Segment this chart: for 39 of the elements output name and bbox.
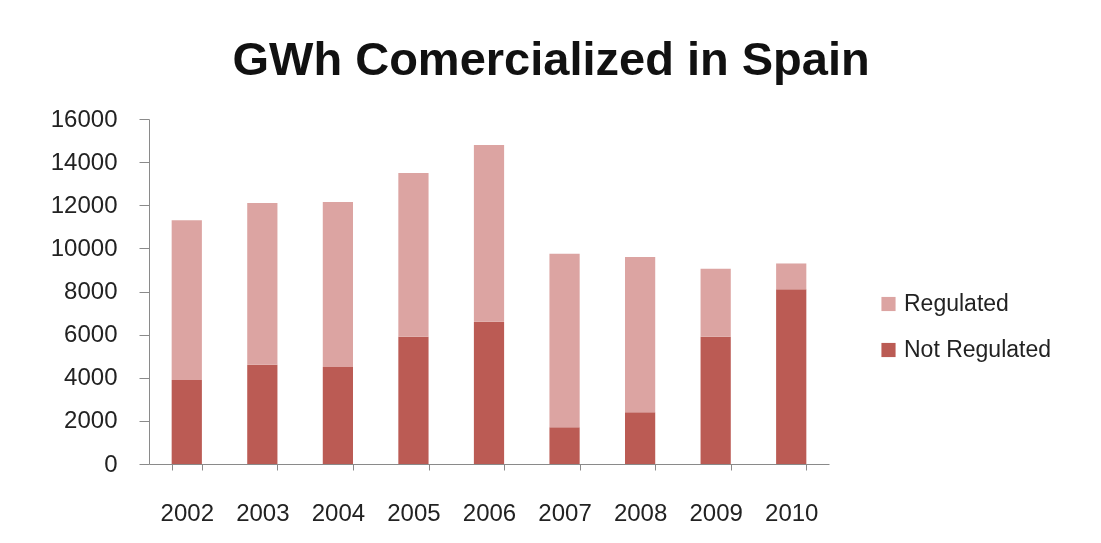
x-tick-label: 2004 <box>311 498 366 526</box>
chart-title: GWh Comercialized in Spain <box>232 32 870 85</box>
bar <box>473 321 505 464</box>
bar <box>549 427 580 464</box>
x-tick-label: 2008 <box>613 498 668 526</box>
bar <box>398 172 429 337</box>
bar <box>776 263 807 290</box>
x-tick-label: 2006 <box>462 498 517 526</box>
bar <box>700 336 731 464</box>
y-tick-label: 2000 <box>64 406 118 434</box>
y-tick-label: 8000 <box>64 277 118 304</box>
legend-label: Regulated <box>904 290 1009 316</box>
y-tick-label: 12000 <box>50 190 118 218</box>
x-tick-label: 2010 <box>765 498 819 526</box>
y-tick-label: 14000 <box>50 147 118 175</box>
bar <box>322 202 353 367</box>
bar <box>322 366 353 464</box>
bar <box>247 364 278 464</box>
bar <box>700 268 731 337</box>
y-tick-label: 6000 <box>64 320 118 348</box>
bar <box>776 289 807 464</box>
bar <box>625 412 656 464</box>
y-tick-label: 10000 <box>50 233 118 261</box>
bar <box>625 257 656 413</box>
bar <box>171 220 202 380</box>
bar <box>398 336 429 464</box>
bar <box>473 144 505 322</box>
x-tick-label: 2003 <box>236 498 290 526</box>
y-tick-label: 16000 <box>50 104 118 132</box>
x-tick-label: 2007 <box>538 498 592 526</box>
x-tick-label: 2005 <box>387 498 441 526</box>
x-tick-label: 2002 <box>160 498 214 526</box>
bar <box>247 203 278 365</box>
y-tick-label: 0 <box>104 449 118 477</box>
bar <box>549 253 580 428</box>
y-tick-label: 4000 <box>64 363 118 391</box>
x-tick-label: 2009 <box>689 498 743 526</box>
bar <box>171 379 202 464</box>
legend-label: Not Regulated <box>904 336 1052 362</box>
